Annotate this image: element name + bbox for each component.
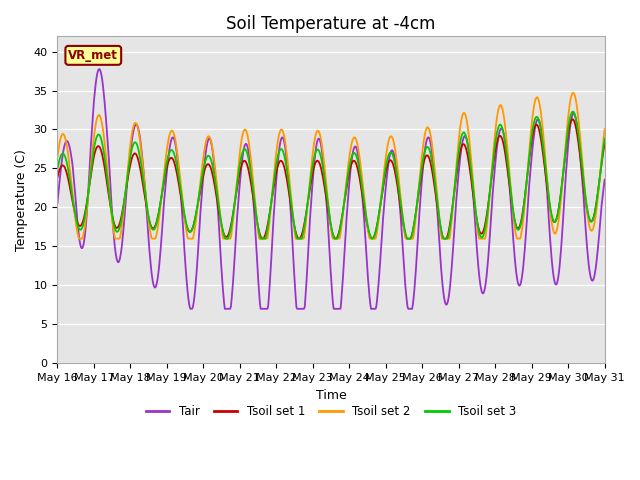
Tsoil set 2 (570, 90, 577, 96)
Tsoil set 2 (54, 155, 61, 160)
Tsoil set 1 (414, 193, 422, 199)
Tsoil set 3 (601, 135, 609, 141)
Y-axis label: Temperature (C): Temperature (C) (15, 149, 28, 251)
X-axis label: Time: Time (316, 389, 346, 402)
Tsoil set 1 (601, 140, 609, 146)
Tsoil set 2 (120, 201, 128, 207)
Tsoil set 1 (120, 202, 127, 208)
Tair (54, 200, 61, 206)
Title: Soil Temperature at -4cm: Soil Temperature at -4cm (227, 15, 436, 33)
Text: VR_met: VR_met (68, 49, 118, 62)
Tsoil set 3 (204, 153, 212, 159)
Tsoil set 3 (175, 177, 183, 182)
Tair (187, 306, 195, 312)
Tair (95, 66, 103, 72)
Tsoil set 2 (601, 126, 609, 132)
Line: Tsoil set 1: Tsoil set 1 (58, 119, 605, 239)
Tair (176, 182, 184, 188)
Tsoil set 2 (414, 190, 422, 196)
Tsoil set 3 (120, 203, 127, 209)
Tsoil set 2 (398, 210, 406, 216)
Tair (120, 216, 128, 222)
Tsoil set 1 (403, 236, 411, 241)
Tsoil set 1 (175, 183, 183, 189)
Tsoil set 2 (176, 173, 184, 179)
Legend: Tair, Tsoil set 1, Tsoil set 2, Tsoil set 3: Tair, Tsoil set 1, Tsoil set 2, Tsoil se… (141, 400, 521, 423)
Tsoil set 3 (222, 236, 230, 241)
Tsoil set 3 (398, 211, 406, 217)
Tsoil set 3 (54, 167, 61, 172)
Tsoil set 3 (63, 162, 71, 168)
Tsoil set 2 (205, 133, 212, 139)
Tsoil set 3 (414, 191, 422, 197)
Tsoil set 1 (54, 175, 61, 180)
Line: Tsoil set 3: Tsoil set 3 (58, 111, 605, 239)
Tsoil set 1 (397, 210, 405, 216)
Tair (399, 250, 407, 256)
Tsoil set 2 (76, 236, 83, 241)
Tair (63, 138, 71, 144)
Tsoil set 3 (569, 108, 577, 114)
Tsoil set 1 (204, 161, 212, 167)
Tair (206, 136, 214, 142)
Tair (415, 216, 423, 222)
Tair (601, 177, 609, 182)
Tsoil set 1 (569, 116, 577, 122)
Tsoil set 2 (63, 146, 71, 152)
Line: Tair: Tair (58, 69, 605, 309)
Line: Tsoil set 2: Tsoil set 2 (58, 93, 605, 239)
Tsoil set 1 (63, 172, 71, 178)
